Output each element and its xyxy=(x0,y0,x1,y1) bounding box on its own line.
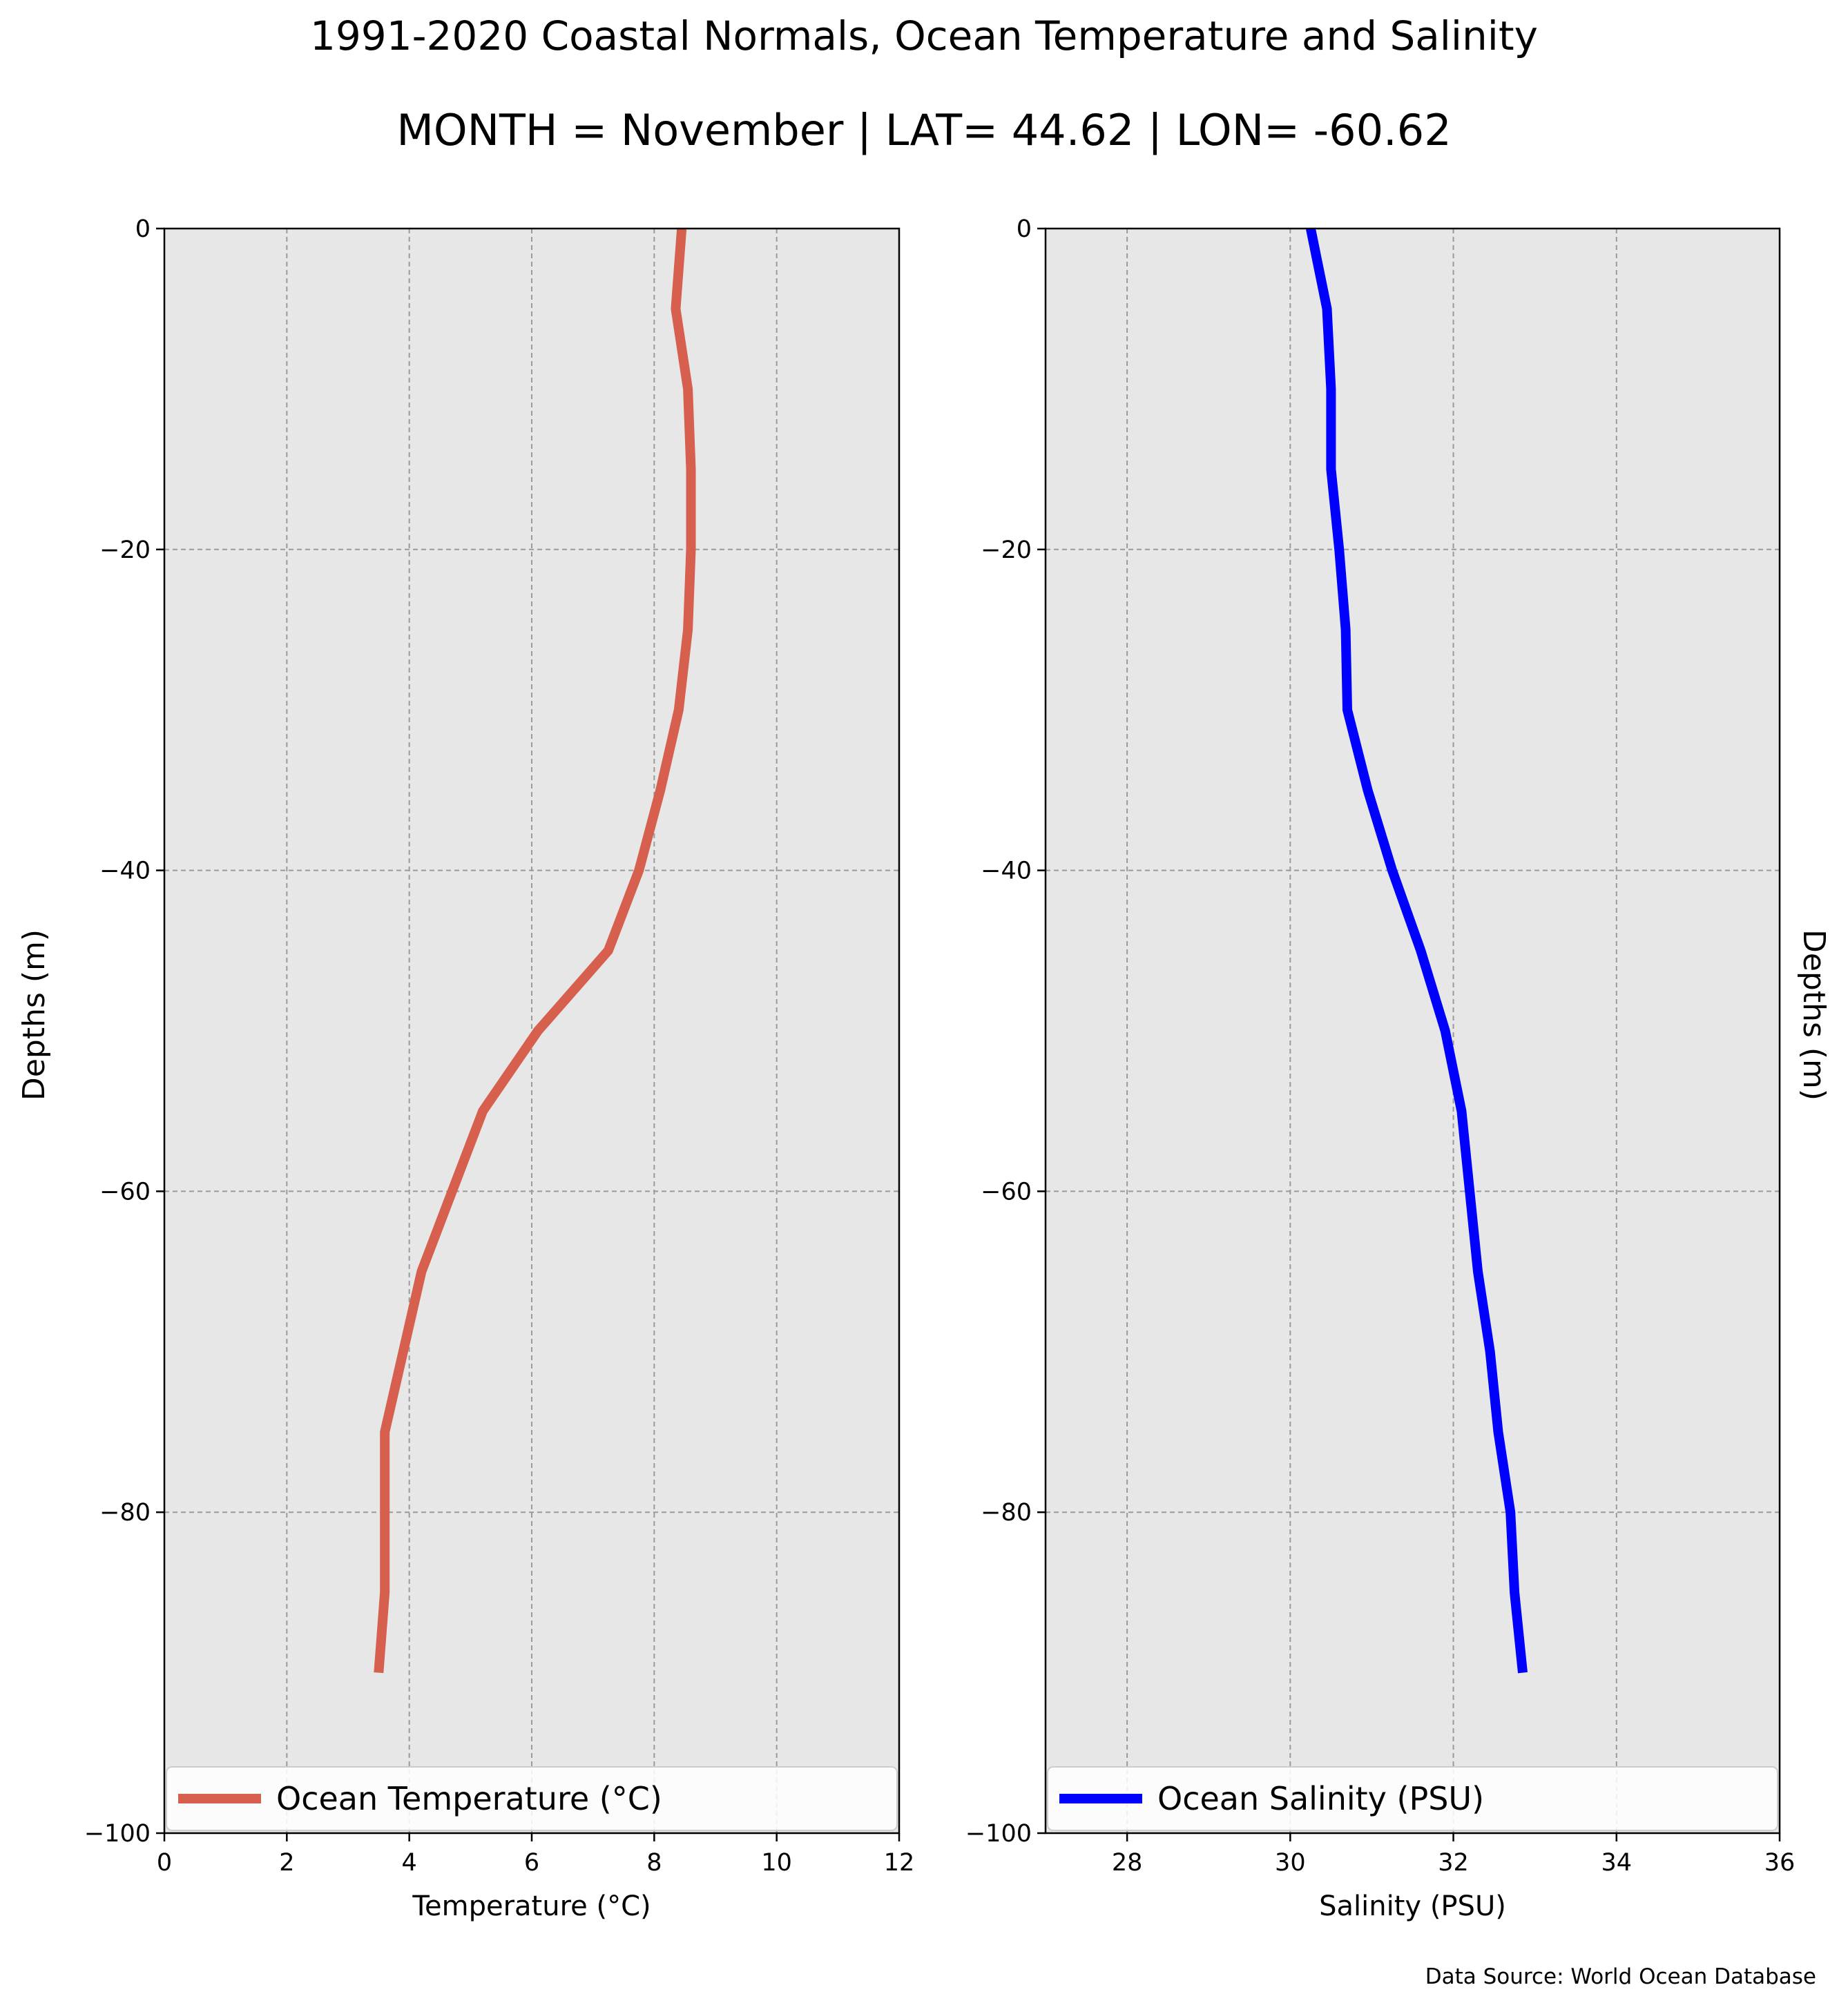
y-tick-label: −20 xyxy=(981,536,1032,564)
y-tick-label: −60 xyxy=(981,1178,1032,1206)
x-tick-label: 28 xyxy=(1112,1849,1143,1877)
data-source-note: Data Source: World Ocean Database xyxy=(1425,1964,1816,1989)
axes-frame xyxy=(1044,227,1781,1835)
y-tick-label: 0 xyxy=(135,215,151,243)
left-y-axis-label: Depths (m) xyxy=(17,929,52,1101)
salinity-panel: 28 30 32 34 36 0 −20 −40 −60 −80 −100 Salinity (PSU… xyxy=(965,215,1795,1922)
legend-box xyxy=(166,1766,898,1831)
x-tick-label: 32 xyxy=(1438,1849,1469,1877)
x-tick-label: 0 xyxy=(157,1849,172,1877)
x-tick-label: 6 xyxy=(524,1849,539,1877)
legend-label: Ocean Temperature (°C) xyxy=(276,1780,662,1817)
y-tick-label: −100 xyxy=(84,1820,151,1848)
y-tick-label: −80 xyxy=(99,1499,151,1527)
y-tick-label: −40 xyxy=(99,858,151,885)
x-tick-label: 10 xyxy=(761,1849,792,1877)
y-tick-label: −100 xyxy=(965,1820,1032,1848)
right-y-axis-label: Depths (m) xyxy=(1796,929,1831,1101)
y-tick-label: −20 xyxy=(99,536,151,564)
x-tick-label: 2 xyxy=(279,1849,294,1877)
x-tick-label: 30 xyxy=(1275,1849,1306,1877)
legend: Ocean Temperature (°C) xyxy=(166,1766,898,1831)
x-tick-label: 4 xyxy=(402,1849,417,1877)
x-tick-label: 34 xyxy=(1601,1849,1633,1877)
temperature-panel: 0 2 4 6 8 10 12 0 −20 −40 −60 −80 −100 Temperature (°… xyxy=(84,215,914,1922)
y-tick-label: −60 xyxy=(99,1178,151,1206)
x-tick-label: 8 xyxy=(646,1849,662,1877)
chart-subtitle: MONTH = November | LAT= 44.62 | LON= -60… xyxy=(396,105,1451,156)
x-tick-label: 36 xyxy=(1764,1849,1796,1877)
plot-area xyxy=(1046,229,1780,1833)
x-axis-label: Temperature (°C) xyxy=(412,1890,651,1922)
legend-box xyxy=(1047,1766,1778,1831)
y-tick-label: −40 xyxy=(981,858,1032,885)
y-tick-label: 0 xyxy=(1017,215,1032,243)
y-tick-label: −80 xyxy=(981,1499,1032,1527)
x-tick-label: 12 xyxy=(884,1849,915,1877)
legend: Ocean Salinity (PSU) xyxy=(1047,1766,1778,1831)
series-line xyxy=(374,228,696,1674)
legend-label: Ocean Salinity (PSU) xyxy=(1157,1780,1484,1817)
chart-title: 1991-2020 Coastal Normals, Ocean Tempera… xyxy=(310,12,1538,59)
series-line xyxy=(1306,227,1528,1674)
x-axis-label: Salinity (PSU) xyxy=(1319,1890,1506,1922)
